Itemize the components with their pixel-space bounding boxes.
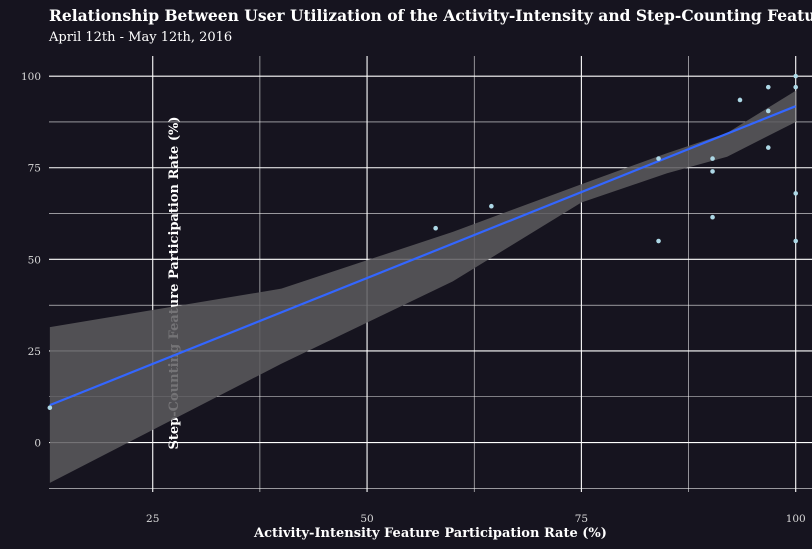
y-tick-label: 75 [28,163,41,175]
chart-title: Relationship Between User Utilization of… [49,6,812,25]
y-tick-label: 100 [21,71,41,83]
y-tick-label: 50 [28,254,41,266]
y-tick-label: 0 [34,438,41,450]
chart-subtitle: April 12th - May 12th, 2016 [49,30,233,45]
y-tick-label: 25 [28,346,41,358]
data-point [710,169,715,174]
data-point [737,97,743,103]
data-point [765,145,771,150]
confidence-band-layer [49,90,796,483]
x-tick-label: 25 [146,513,159,525]
data-point [793,73,799,79]
data-point [793,191,799,196]
data-point [433,225,438,231]
data-point [710,156,715,161]
data-points-layer [47,73,799,411]
x-axis-label: Activity-Intensity Feature Participation… [254,526,607,541]
regression-line [49,105,797,407]
tick-labels: 25 50 75 100 0 25 50 75 100 [21,71,806,525]
confidence-band [49,90,796,483]
x-tick-label: 100 [786,513,806,525]
data-point [47,405,53,411]
data-point [793,84,799,90]
data-point [656,238,661,244]
data-point [710,214,715,220]
x-tick-label: 75 [575,513,588,525]
x-tick-label: 50 [360,513,373,525]
data-point [793,238,799,244]
data-point [765,108,771,114]
data-point [489,203,494,209]
data-point [765,84,771,90]
data-point [656,156,661,161]
fit-line-layer [49,105,797,407]
